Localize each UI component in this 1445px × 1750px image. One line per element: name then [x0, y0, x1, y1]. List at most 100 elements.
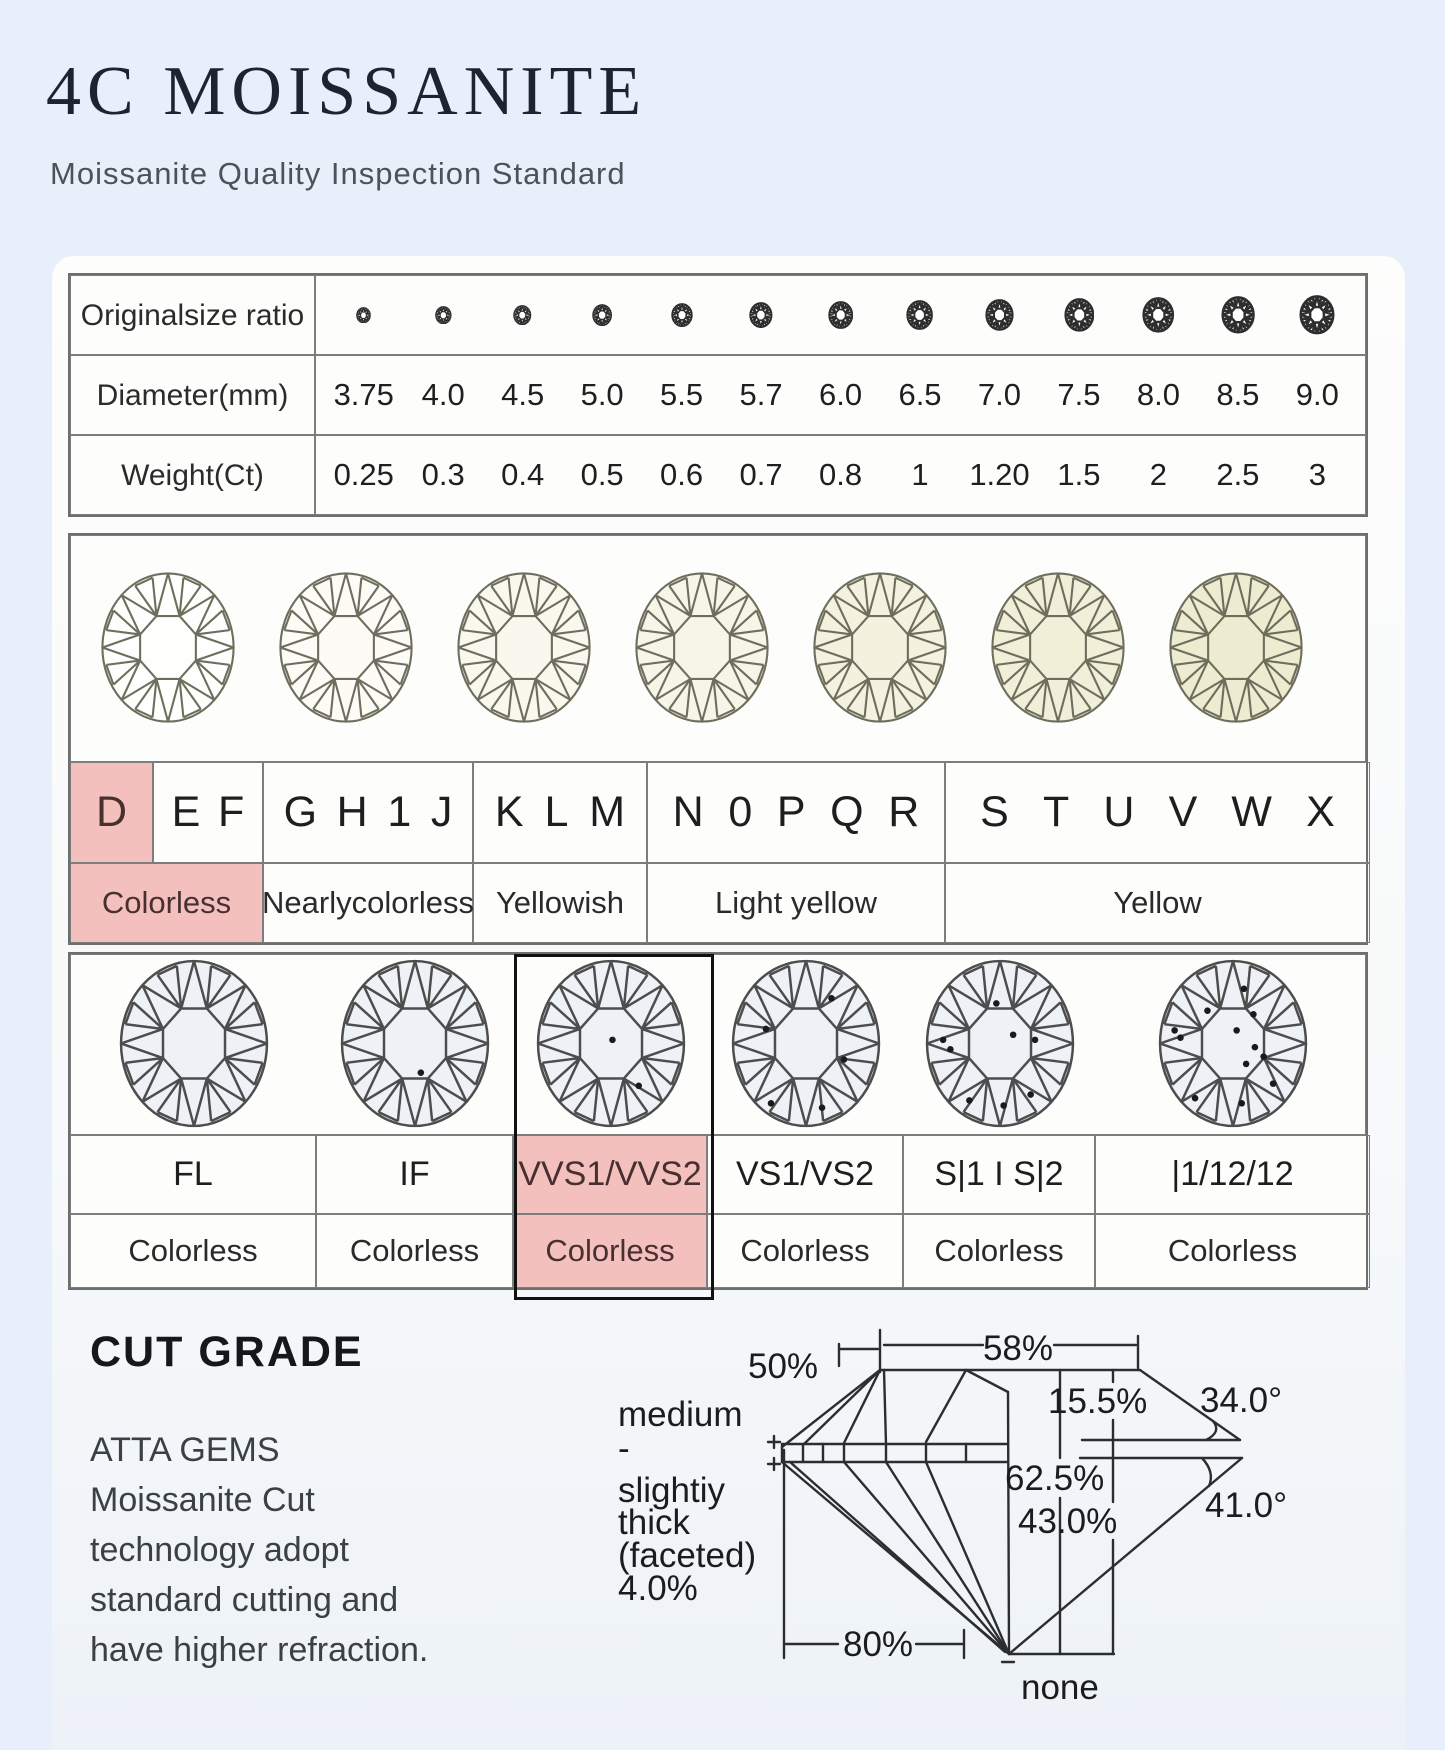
gem-icon: [1063, 298, 1094, 332]
weight-value: 3: [1308, 457, 1326, 492]
size-gem-icon: [880, 300, 959, 330]
diameter-label: Diameter (mm): [70, 355, 315, 435]
weight-value: 1.5: [1057, 457, 1101, 492]
color-letter: W: [1231, 787, 1273, 836]
color-letter: H: [336, 787, 368, 836]
size-gem-icon: [483, 304, 562, 326]
clarity-desc-cell: Colorless: [513, 1213, 707, 1288]
gem-icon: [991, 572, 1125, 723]
weight-value: 2: [1149, 457, 1168, 492]
weight-label: Weight (Ct): [70, 435, 315, 515]
color-gem: [1165, 568, 1307, 733]
weight-row: Weight (Ct) 0.25 0.3 0.4 0.5 0.6 0.7 0.8 1 1.20 1.…: [70, 435, 1366, 515]
color-letter-cell: D: [70, 761, 153, 863]
cut-paragraph-line: Moissanite Cut: [90, 1481, 315, 1519]
color-letter: T: [1042, 787, 1070, 836]
gem-icon: [536, 959, 686, 1128]
gem-icon: [828, 301, 853, 329]
clarity-grade-cell: VS1/VS2: [707, 1134, 903, 1214]
size-ratio-row: Original size ratio: [70, 275, 1366, 355]
gem-icon: [670, 303, 693, 327]
clarity-desc-cell: Colorless: [70, 1213, 316, 1288]
clarity-gem: [920, 955, 1080, 1138]
diameter-value: 5.5: [660, 377, 704, 412]
cut-paragraph-line: standard cutting and: [90, 1581, 399, 1619]
size-gem-icon: [721, 302, 800, 328]
color-label-cell: Nearly colorless: [262, 862, 474, 943]
size-gem-icon: [1278, 295, 1357, 335]
color-gem: [809, 568, 951, 733]
color-letter: L: [544, 787, 569, 836]
gem-icon: [101, 572, 235, 723]
girdle-label-line: slightiy: [618, 1471, 725, 1510]
cut-label-crown-height: 15.5%: [1048, 1382, 1147, 1421]
gem-icon: [1169, 572, 1303, 723]
color-gem: [453, 568, 595, 733]
diameter-value: 4.0: [421, 377, 465, 412]
color-letter: R: [888, 787, 920, 836]
cut-paragraph-line: technology adopt: [90, 1531, 349, 1569]
girdle-label-line: thick: [618, 1503, 690, 1542]
clarity-grade-cell: |1/12/12: [1095, 1134, 1370, 1214]
weight-value: 2.5: [1216, 457, 1260, 492]
clarity-desc-cell: Colorless: [316, 1213, 513, 1288]
gem-icon: [356, 306, 372, 324]
gem-icon: [340, 959, 490, 1128]
diameter-value: 5.0: [580, 377, 624, 412]
clarity-grade-cell: FL: [70, 1134, 316, 1214]
color-letter: N: [672, 787, 704, 836]
color-label-cell: Yellow: [945, 862, 1370, 943]
weight-values: 0.25 0.3 0.4 0.5 0.6 0.7 0.8 1 1.20 1.5 2 2.5 3: [315, 435, 1366, 515]
cut-label-table-width2: 58%: [983, 1329, 1053, 1368]
clarity-gem-row: [70, 954, 1366, 1300]
color-letter: P: [776, 787, 806, 836]
girdle-label-line: -: [618, 1429, 630, 1468]
cut-label-lower-girdle: 80%: [843, 1625, 913, 1664]
page-title: 4C MOISSANITE: [46, 53, 648, 130]
size-table: Original size ratio Diameter (mm) 3.75 4.0 4…: [68, 273, 1368, 517]
gem-icon: [813, 572, 947, 723]
gem-icon: [1142, 297, 1175, 333]
diameter-value: 6.5: [898, 377, 942, 412]
size-gem-icon: [960, 299, 1039, 331]
diameter-value: 8.5: [1216, 377, 1260, 412]
cut-label-table-width: 50%: [748, 1347, 818, 1386]
diameter-value: 8.0: [1136, 377, 1180, 412]
color-label-row: Colorless Nearly colorless Yellowish Light y…: [70, 862, 1370, 943]
cut-grade-paragraph: ATTA GEMS Moissanite Cut technology adopt s…: [90, 1425, 428, 1675]
color-gem: [97, 568, 239, 733]
color-gem-row: [70, 535, 1366, 762]
color-letter: K: [494, 787, 524, 836]
gem-icon: [1299, 295, 1335, 335]
size-gem-icon: [1119, 297, 1198, 333]
size-gem-icon: [403, 305, 482, 325]
color-gem: [987, 568, 1129, 733]
color-letter: D: [95, 787, 128, 836]
gem-icon: [592, 303, 612, 327]
gem-icon: [731, 959, 881, 1128]
color-letter: U: [1103, 787, 1135, 836]
gem-icon: [279, 572, 413, 723]
color-gem: [275, 568, 417, 733]
clarity-gem: [531, 955, 691, 1138]
size-gem-icon: [562, 303, 641, 327]
diameter-value: 9.0: [1295, 377, 1339, 412]
color-letter: F: [218, 787, 245, 836]
cut-label-pavilion-angle: 41.0°: [1205, 1486, 1287, 1525]
gem-icon: [513, 304, 532, 326]
gem-icon: [925, 959, 1075, 1128]
color-letter: 0: [728, 787, 753, 836]
gem-icon: [749, 302, 773, 328]
size-gem-icon: [1198, 296, 1277, 334]
clarity-gem: [114, 955, 274, 1138]
color-letter: V: [1168, 787, 1198, 836]
weight-value: 0.7: [739, 457, 783, 492]
diameter-value: 7.0: [977, 377, 1022, 412]
clarity-desc-cell: Colorless: [1095, 1213, 1370, 1288]
girdle-label-line: 4.0%: [618, 1569, 698, 1608]
